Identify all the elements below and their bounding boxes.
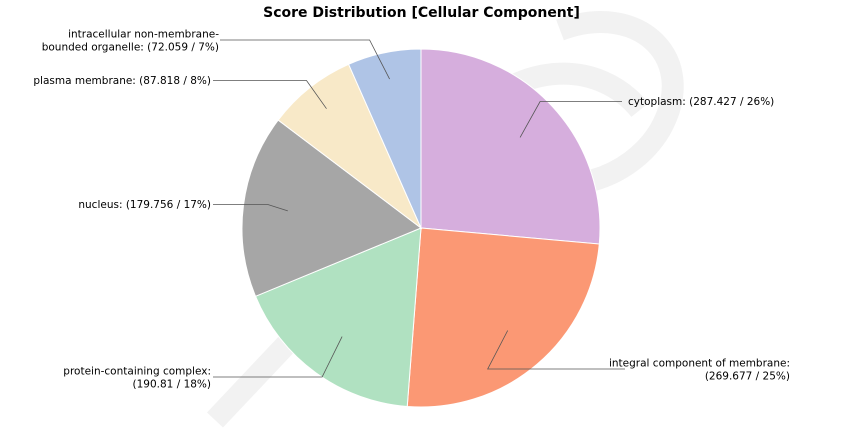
slice-label-line: plasma membrane: (87.818 / 8%) (33, 75, 211, 87)
slice-label-line: cytoplasm: (287.427 / 26%) (628, 96, 774, 108)
leader-line (213, 80, 327, 109)
leader-lines (213, 39, 625, 378)
slice-label-line: protein-containing complex: (63, 366, 211, 378)
pie-slice (254, 227, 422, 408)
pie-slice (406, 227, 600, 408)
slice-labels: cytoplasm: (287.427 / 26%) integral compo… (33, 29, 790, 391)
pie-slice (277, 63, 423, 230)
pie-slice (420, 48, 601, 245)
leader-line (220, 39, 390, 80)
leader-line (487, 330, 625, 370)
pie-slice (347, 48, 422, 229)
slice-label-line: (269.677 / 25%) (705, 371, 790, 383)
pie-slices (241, 48, 601, 408)
slice-label: cytoplasm: (287.427 / 26%) (628, 96, 774, 108)
slice-label: plasma membrane: (87.818 / 8%) (33, 75, 211, 87)
slice-label-line: bounded organelle: (72.059 / 7%) (42, 42, 219, 54)
slice-label: integral component of membrane: (269.677 … (609, 358, 790, 383)
slice-label: nucleus: (179.756 / 17%) (78, 199, 211, 211)
leader-line (213, 336, 343, 378)
chart-title: Score Distribution [Cellular Component] (263, 5, 580, 21)
slice-label-line: integral component of membrane: (609, 358, 790, 370)
slice-label: intracellular non-membrane-bounded organ… (42, 29, 219, 54)
slice-label: protein-containing complex: (190.81 / 18%… (63, 366, 211, 391)
leader-line (519, 101, 622, 138)
leader-line (213, 204, 288, 212)
slice-label-line: nucleus: (179.756 / 17%) (78, 199, 211, 211)
slice-label-line: intracellular non-membrane- (68, 29, 219, 41)
slice-label-line: (190.81 / 18%) (133, 379, 211, 391)
pie-slice (241, 119, 422, 297)
